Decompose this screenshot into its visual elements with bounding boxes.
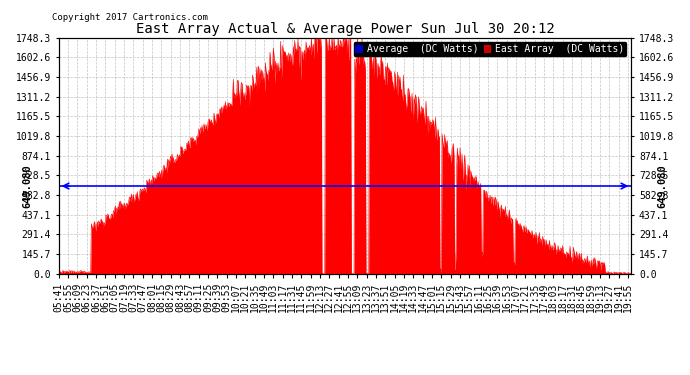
Title: East Array Actual & Average Power Sun Jul 30 20:12: East Array Actual & Average Power Sun Ju… (136, 22, 554, 36)
Legend: Average  (DC Watts), East Array  (DC Watts): Average (DC Watts), East Array (DC Watts… (353, 42, 627, 56)
Text: Copyright 2017 Cartronics.com: Copyright 2017 Cartronics.com (52, 13, 208, 22)
Text: 649.080: 649.080 (658, 164, 668, 208)
Text: 649.080: 649.080 (22, 164, 32, 208)
